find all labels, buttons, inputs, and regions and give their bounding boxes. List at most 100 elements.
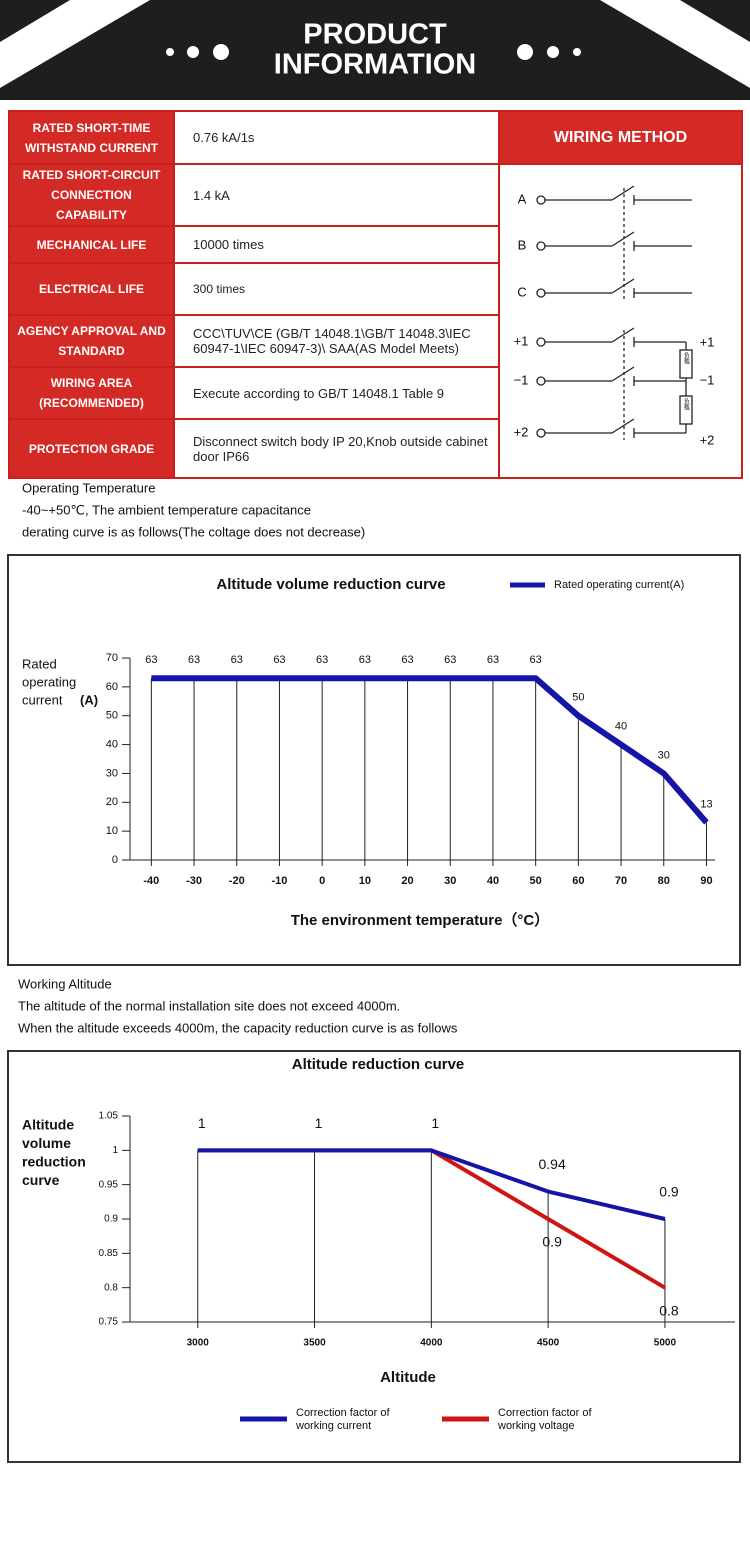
note: derating curve is as follows(The coltage… <box>22 524 365 539</box>
x-tick-label: -20 <box>229 875 245 887</box>
legend-label: Rated operating current(A) <box>554 579 684 591</box>
header-dots <box>166 44 581 60</box>
header-title: PRODUCT <box>303 19 447 51</box>
header-bg <box>0 0 750 100</box>
data-label: 1 <box>198 1115 206 1131</box>
spec-table: RATED SHORT-TIME WITHSTAND CURRENT 0.76 k… <box>8 110 743 479</box>
data-label: 50 <box>572 692 584 704</box>
data-label: 63 <box>231 654 243 666</box>
data-label: 13 <box>700 798 712 810</box>
spec-value: CCC\TUV\CE (GB/T 14048.1\GB/T 14048.3\IE… <box>173 314 500 368</box>
y-axis-label: volume <box>22 1135 71 1151</box>
x-axis-label: The environment temperature（°C） <box>291 911 550 929</box>
y-tick-label: 0.9 <box>104 1214 118 1225</box>
y-tick-label: 70 <box>106 652 118 664</box>
y-axis-label: current <box>22 692 63 707</box>
data-label: 0.94 <box>539 1156 566 1172</box>
spec-label: AGENCY APPROVAL AND STANDARD <box>8 314 175 368</box>
y-tick-label: 10 <box>106 825 118 837</box>
data-label: 1 <box>315 1115 323 1131</box>
y-tick-label: 40 <box>106 738 118 750</box>
spec-value: 0.76 kA/1s <box>173 110 500 165</box>
x-axis-label: Altitude <box>380 1369 436 1386</box>
y-tick-label: 1.05 <box>99 1111 119 1122</box>
x-tick-label: 5000 <box>654 1338 677 1349</box>
y-tick-label: 0.85 <box>99 1248 119 1259</box>
chart-title: Altitude volume reduction curve <box>216 576 445 593</box>
data-label: 63 <box>444 654 456 666</box>
series-line <box>197 1148 666 1290</box>
note: Working Altitude <box>18 976 112 991</box>
chart-frame <box>7 554 741 966</box>
note: When the altitude exceeds 4000m, the cap… <box>18 1020 458 1035</box>
series-line <box>151 675 709 825</box>
note: Operating Temperature <box>22 480 155 495</box>
y-tick-label: 0.75 <box>99 1317 119 1328</box>
chart-frame <box>7 1050 741 1463</box>
note: The altitude of the normal installation … <box>18 998 400 1013</box>
data-label: 30 <box>658 749 670 761</box>
y-tick-label: 60 <box>106 681 118 693</box>
y-tick-label: 0.95 <box>99 1179 119 1190</box>
y-axis-label: curve <box>22 1172 60 1188</box>
x-tick-label: 0 <box>319 875 325 887</box>
data-label: 40 <box>615 720 627 732</box>
header-stripe <box>0 0 150 88</box>
x-tick-label: 10 <box>359 875 371 887</box>
x-tick-label: 30 <box>444 875 456 887</box>
data-label: 63 <box>316 654 328 666</box>
spec-value: 1.4 kA <box>173 163 500 227</box>
y-axis-unit: (A) <box>80 692 98 707</box>
x-tick-label: -40 <box>143 875 159 887</box>
y-tick-label: 50 <box>106 710 118 722</box>
x-tick-label: 20 <box>401 875 413 887</box>
x-tick-label: 70 <box>615 875 627 887</box>
spec-label: MECHANICAL LIFE <box>8 225 175 264</box>
spec-value: 10000 times <box>173 225 500 264</box>
spec-label: WIRING AREA (RECOMMENDED) <box>8 366 175 420</box>
spec-label: PROTECTION GRADE <box>8 418 175 479</box>
data-label: 0.9 <box>542 1234 562 1250</box>
x-tick-label: -30 <box>186 875 202 887</box>
y-tick-label: 1 <box>112 1145 118 1156</box>
x-tick-label: 80 <box>658 875 670 887</box>
data-label: 63 <box>273 654 285 666</box>
y-tick-label: 0 <box>112 854 118 866</box>
x-tick-label: 3000 <box>187 1338 210 1349</box>
y-axis-label: Rated <box>22 656 57 671</box>
x-tick-label: 50 <box>530 875 542 887</box>
x-tick-label: 60 <box>572 875 584 887</box>
note: -40~+50℃, The ambient temperature capaci… <box>22 502 311 517</box>
legend-label: Correction factor of working current <box>295 1407 390 1432</box>
data-label: 63 <box>145 654 157 666</box>
data-label: 63 <box>188 654 200 666</box>
data-label: 0.8 <box>659 1302 679 1318</box>
legend-label: Correction factor of working voltage <box>497 1407 592 1432</box>
spec-value: 300 times <box>173 262 500 316</box>
wiring-cell <box>498 163 743 479</box>
x-tick-label: 4500 <box>537 1338 560 1349</box>
x-tick-label: -10 <box>271 875 287 887</box>
chart-title: Altitude reduction curve <box>292 1056 465 1073</box>
spec-label: RATED SHORT-CIRCUIT CONNECTION CAPABILIT… <box>8 163 175 227</box>
x-tick-label: 40 <box>487 875 499 887</box>
data-label: 63 <box>359 654 371 666</box>
x-tick-label: 4000 <box>420 1338 443 1349</box>
header-stripe <box>600 0 750 88</box>
y-axis-label: Altitude <box>22 1117 74 1133</box>
data-label: 63 <box>401 654 413 666</box>
y-axis-label: operating <box>22 674 76 689</box>
y-tick-label: 20 <box>106 796 118 808</box>
series-line <box>197 1148 666 1221</box>
x-tick-label: 90 <box>700 875 712 887</box>
data-label: 63 <box>530 654 542 666</box>
data-label: 0.9 <box>659 1184 679 1200</box>
y-tick-label: 30 <box>106 767 118 779</box>
spec-label: RATED SHORT-TIME WITHSTAND CURRENT <box>8 110 175 165</box>
wiring-title: WIRING METHOD <box>498 110 743 165</box>
data-label: 1 <box>431 1115 439 1131</box>
data-label: 63 <box>487 654 499 666</box>
header-title: INFORMATION <box>274 49 476 81</box>
y-tick-label: 0.8 <box>104 1282 118 1293</box>
